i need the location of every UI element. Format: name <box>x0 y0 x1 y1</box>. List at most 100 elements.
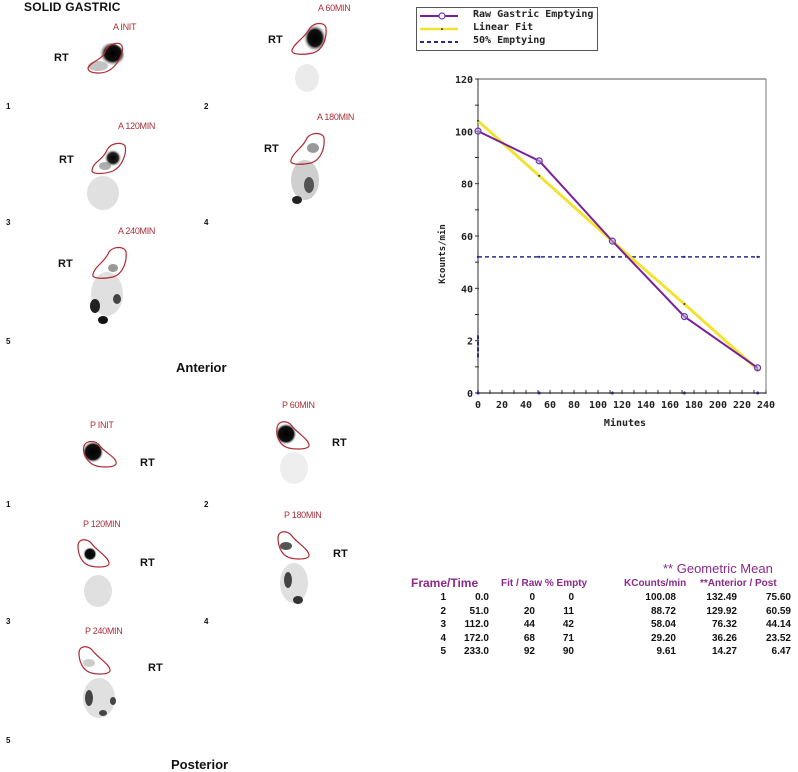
roi-outline <box>92 246 127 279</box>
frame-index: 1 <box>6 500 11 509</box>
rt-marker: RT <box>148 662 163 674</box>
header-fit-raw: Fit / Raw % Empty <box>501 578 588 589</box>
series-point-raw <box>753 364 762 372</box>
x-tick-label: 120 <box>613 400 631 411</box>
roi-outline <box>87 42 123 74</box>
series-point-50-emptying <box>476 255 480 259</box>
cell-kcounts: 29.20 <box>650 632 676 644</box>
x-axis-marker <box>682 391 686 395</box>
y-tick-label: 60 <box>461 232 473 243</box>
legend-item-half: 50% Emptying <box>417 35 597 48</box>
scan-image <box>291 22 327 92</box>
series-line-raw <box>477 130 759 369</box>
cell-time: 51.0 <box>469 605 489 617</box>
x-axis-marker <box>476 391 480 395</box>
x-tick-label: 40 <box>520 400 532 411</box>
frame-index: 2 <box>204 102 209 111</box>
cell-raw: 90 <box>562 646 574 657</box>
x-tick-label: 100 <box>589 400 607 411</box>
y-tick-label: 40 <box>461 284 473 295</box>
y-tick-label: 100 <box>455 127 473 138</box>
series-point-raw <box>680 312 689 321</box>
cell-raw: 71 <box>562 632 574 644</box>
x-tick-label: 0 <box>475 400 481 411</box>
rt-marker: RT <box>140 557 155 569</box>
cell-fit: 20 <box>523 605 535 617</box>
roi-outline <box>82 440 117 468</box>
rt-marker: RT <box>59 154 74 166</box>
legend-item-raw: Raw Gastric Emptying <box>417 9 597 22</box>
cell-time: 233.0 <box>463 646 489 657</box>
cell-frame: 3 <box>440 619 446 630</box>
frame-label: P 60MIN <box>282 400 315 410</box>
cell-frame: 2 <box>440 605 446 617</box>
cell-fit: 92 <box>523 646 535 657</box>
series-point-linear-fit <box>611 240 614 243</box>
y-tick-label: 2 <box>467 337 473 348</box>
x-axis-marker <box>610 391 614 395</box>
scan-image <box>277 531 310 604</box>
rt-marker: RT <box>333 548 348 560</box>
scan-image <box>78 646 116 718</box>
frame-index: 3 <box>6 218 11 227</box>
cell-kcounts: 88.72 <box>650 605 676 617</box>
rt-marker: RT <box>140 457 155 469</box>
legend-label: Raw Gastric Emptying <box>473 9 594 20</box>
anterior-label: Anterior <box>176 360 227 375</box>
scan-image <box>87 42 124 74</box>
x-axis-marker <box>756 391 760 395</box>
cell-time: 0.0 <box>475 592 489 603</box>
x-axis-marker <box>537 391 541 395</box>
cell-anterior: 76.32 <box>711 619 737 630</box>
x-tick-label: 180 <box>685 400 703 411</box>
cell-raw: 42 <box>562 619 574 630</box>
cell-time: 112.0 <box>464 619 489 630</box>
cell-time: 172.0 <box>463 632 489 644</box>
frame-index: 4 <box>204 617 209 626</box>
frame-index: 4 <box>204 218 209 227</box>
series-point-raw <box>608 237 617 245</box>
x-tick-label: 220 <box>733 400 751 411</box>
legend-label: 50% Emptying <box>473 35 546 46</box>
x-tick-label: 20 <box>496 400 508 411</box>
cell-frame: 5 <box>440 646 446 657</box>
scan-image <box>290 132 325 204</box>
cell-kcounts: 58.04 <box>650 619 676 630</box>
roi-outline <box>78 646 111 675</box>
cell-anterior: 14.27 <box>711 646 737 657</box>
legend-swatch-fit <box>420 27 458 31</box>
legend-swatch-half <box>420 41 458 43</box>
x-tick-label: 200 <box>709 400 727 411</box>
legend-swatch-raw <box>420 12 458 20</box>
frame-label: P 240MIN <box>85 626 123 636</box>
x-tick-label: 160 <box>661 400 679 411</box>
series-point-50-emptying <box>538 255 541 259</box>
series-line-linear-fit <box>476 119 759 371</box>
frame-label: P 180MIN <box>284 510 322 520</box>
scan-image <box>275 421 310 484</box>
y-tick-label: 120 <box>455 75 473 86</box>
series-point-raw <box>535 157 543 165</box>
y-tick-label: 80 <box>461 180 473 191</box>
cell-anterior: 129.92 <box>706 605 737 617</box>
cell-fit: 68 <box>523 632 535 644</box>
cell-fit: 0 <box>529 592 535 603</box>
legend-item-fit: Linear Fit <box>417 22 597 35</box>
roi-outline <box>291 22 327 55</box>
cell-anterior: 36.26 <box>711 632 737 644</box>
cell-post: 44.14 <box>765 619 791 630</box>
header-frame-time: Frame/Time <box>411 576 479 590</box>
roi-outline <box>77 539 110 568</box>
frame-index: 5 <box>6 337 11 346</box>
x-tick-label: 60 <box>544 400 556 411</box>
cell-raw: 0 <box>568 592 574 603</box>
frame-label: A 240MIN <box>118 226 156 236</box>
rt-marker: RT <box>332 437 347 449</box>
frame-index: 2 <box>204 500 209 509</box>
frame-label: P INIT <box>90 420 114 430</box>
roi-outline <box>276 421 310 450</box>
scan-image <box>87 142 127 210</box>
frame-index: 3 <box>6 617 11 626</box>
posterior-label: Posterior <box>171 757 229 772</box>
x-tick-label: 140 <box>637 400 655 411</box>
